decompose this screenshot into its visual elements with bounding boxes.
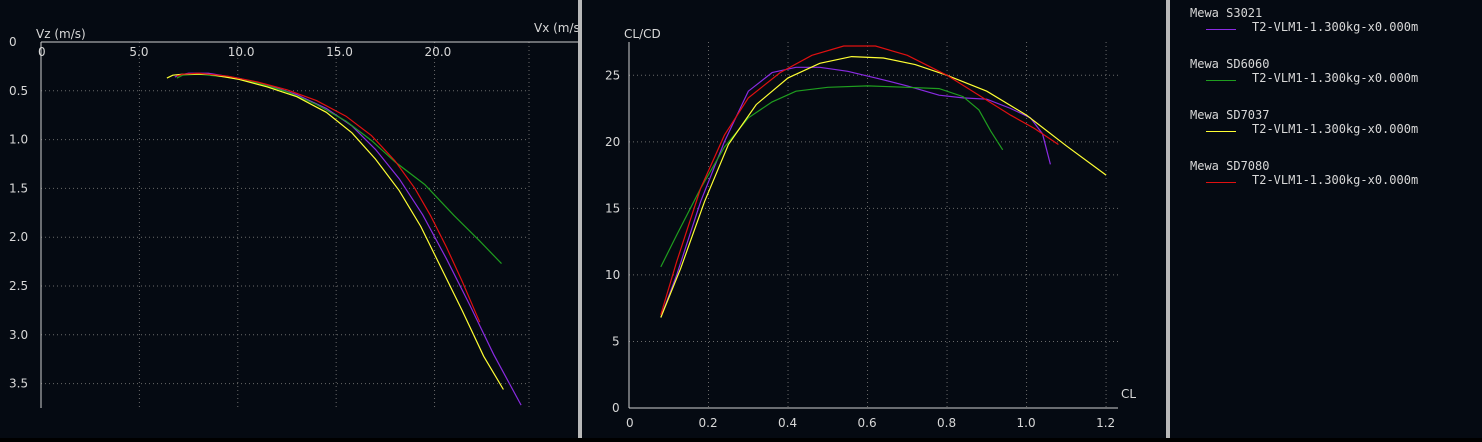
legend-polar-name: T2-VLM1-1.300kg-x0.000m	[1252, 122, 1419, 136]
y-tick-label: 2.0	[9, 230, 28, 244]
y-tick-label: 1.0	[9, 133, 28, 147]
series-line	[660, 85, 1004, 268]
x-tick-label: 1.0	[1017, 416, 1036, 430]
x-tick-label: 15.0	[326, 45, 353, 59]
x-tick-label: 0.8	[937, 416, 956, 430]
y-tick-label: 15	[605, 201, 620, 215]
y-tick-label: 1.5	[9, 181, 28, 195]
legend-panel: Mewa S3021 T2-VLM1-1.300kg-x0.000m Mewa …	[1170, 0, 1482, 438]
y-tick-label: 10	[605, 268, 620, 282]
x-tick-label: 0	[626, 416, 634, 430]
cl-cd-vs-cl-chart: 0 0.2 0.4 0.6 0.8 1.0 1.2 0 5 10 15 20 25 CL CL/CD	[605, 27, 1136, 430]
legend-swatch	[1206, 131, 1236, 132]
series-line	[660, 66, 1051, 318]
series-line	[176, 73, 502, 265]
polar-chart-cl-glide[interactable]: 0 0.2 0.4 0.6 0.8 1.0 1.2 0 5 10 15 20 25 CL CL/CD	[582, 0, 1166, 438]
legend-swatch	[1206, 182, 1236, 183]
y-tick-label: 2.5	[9, 279, 28, 293]
x-tick-label: 5.0	[129, 45, 148, 59]
vz-vs-vx-chart: 0 5.0 10.0 15.0 20.0 0 0.5 1.0 1.5 2.0 2.5 3.0 3.5 V…	[9, 21, 584, 408]
series-line	[660, 55, 1107, 318]
legend-foil-name: Mewa SD6060	[1190, 57, 1270, 71]
y-tick-label: 25	[605, 68, 620, 82]
x-tick-label: 0.4	[778, 416, 797, 430]
legend-polar-name: T2-VLM1-1.300kg-x0.000m	[1252, 71, 1419, 85]
series-line	[166, 73, 504, 390]
x-tick-label: 10.0	[228, 45, 255, 59]
x-axis-label: Vx (m/s)	[534, 21, 578, 35]
y-tick-label: 0	[612, 401, 620, 415]
panel-divider[interactable]	[578, 0, 582, 438]
y-axis-label: Vz (m/s)	[36, 27, 86, 41]
x-tick-label: 20.0	[425, 45, 452, 59]
panel-divider[interactable]	[1166, 0, 1170, 438]
polar-chart-vx-vz[interactable]: 0 5.0 10.0 15.0 20.0 0 0.5 1.0 1.5 2.0 2.5 3.0 3.5 V…	[0, 0, 584, 438]
y-tick-label: 3.0	[9, 328, 28, 342]
y-tick-label: 5	[612, 334, 620, 348]
legend-swatch	[1206, 80, 1236, 81]
legend-polar-name: T2-VLM1-1.300kg-x0.000m	[1252, 173, 1419, 187]
series-line	[176, 72, 481, 323]
legend-foil-name: Mewa SD7037	[1190, 108, 1270, 122]
x-tick-label: 1.2	[1096, 416, 1115, 430]
x-tick-label: 0.2	[699, 416, 718, 430]
y-axis-label: CL/CD	[624, 27, 661, 41]
x-tick-label: 0	[38, 45, 46, 59]
x-tick-label: 0.6	[858, 416, 877, 430]
series-line	[660, 45, 1059, 315]
y-tick-label: 3.5	[9, 377, 28, 391]
y-tick-label: 0.5	[9, 84, 28, 98]
legend-foil-name: Mewa SD7080	[1190, 159, 1270, 173]
legend-foil-name: Mewa S3021	[1190, 6, 1263, 20]
y-tick-label: 0	[9, 35, 17, 49]
legend-swatch	[1206, 29, 1236, 30]
y-tick-label: 20	[605, 135, 620, 149]
x-axis-label: CL	[1121, 387, 1136, 401]
legend-polar-name: T2-VLM1-1.300kg-x0.000m	[1252, 20, 1419, 34]
